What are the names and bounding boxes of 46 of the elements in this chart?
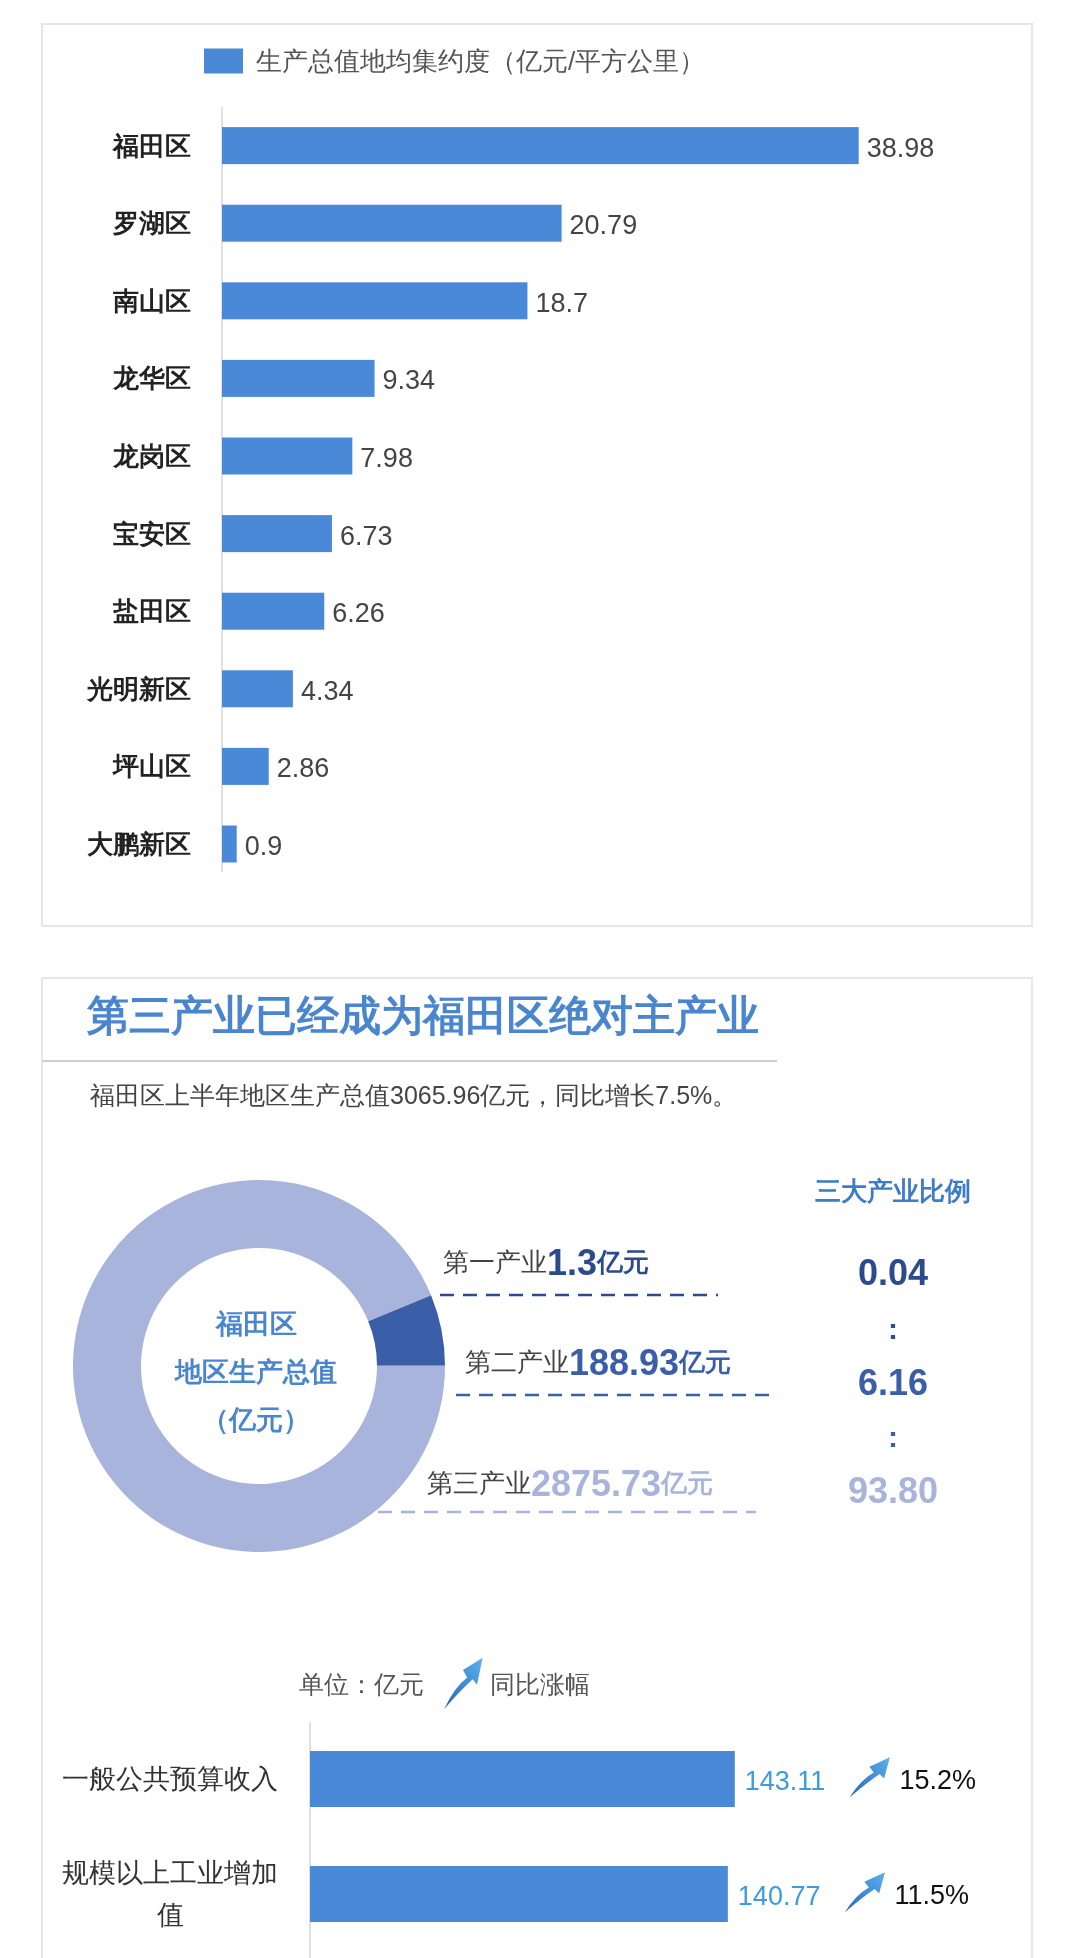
slice-label: 第三产业 [427,1468,531,1498]
text: 地区生产总值 [174,1357,337,1387]
legend-label: 生产总值地均集约度（亿元/平方公里） [256,46,706,76]
text: 11.5% [894,1880,970,1910]
data-label: 2.86 [276,753,330,784]
text: : [888,1419,898,1453]
y-tick-label: 坪山区 [112,751,191,782]
y-tick-label: 一般公共预算收入 [62,1764,278,1794]
data-label: 18.7 [535,287,589,318]
y-tick-label: 宝安区 [113,518,191,549]
data-label: 1.3亿元 [547,1241,650,1283]
text: : [888,1311,898,1345]
y-tick-label: 规模以上工业增加值 [62,1858,278,1930]
data-label: 140.77 [737,1881,821,1911]
text: 15.2% [899,1765,976,1795]
text: 单位：亿元 [299,1670,424,1698]
slice-label: 第一产业 [443,1247,547,1277]
data-label: 4.34 [300,675,354,706]
text: 同比涨幅 [490,1670,590,1698]
chart-title: 第三产业已经成为福田区绝对主产业 [86,993,759,1039]
text: 93.80 [847,1469,939,1511]
y-tick-label: 南山区 [112,285,191,316]
data-label: 188.93亿元 [569,1341,732,1383]
data-label: 38.98 [866,132,935,163]
slice-label: 第二产业 [465,1347,569,1377]
y-tick-label: 龙岗区 [112,441,191,471]
text: 三大产业比例 [815,1176,971,1206]
y-tick-label: 龙华区 [112,363,191,394]
data-label: 9.34 [382,365,436,396]
y-tick-label: 盐田区 [112,596,191,627]
y-tick-label: 福田区 [111,130,191,161]
data-label: 6.73 [339,520,393,551]
data-label: 2875.73亿元 [531,1462,714,1504]
y-tick-label: 罗湖区 [112,208,191,239]
text: 福田区 [213,1309,297,1339]
y-tick-label: 光明新区 [86,673,191,704]
data-label: 20.79 [569,210,638,241]
data-label: 7.98 [360,443,413,473]
text: （亿元） [202,1405,310,1435]
data-label: 143.11 [744,1766,826,1796]
text: 6.16 [857,1361,929,1403]
chart-subtitle: 福田区上半年地区生产总值3065.96亿元，同比增长7.5%。 [90,1081,738,1109]
text: 0.04 [857,1251,929,1293]
data-label: 6.26 [332,598,385,629]
data-label: 0.9 [244,831,283,861]
y-tick-label: 大鹏新区 [87,829,191,859]
